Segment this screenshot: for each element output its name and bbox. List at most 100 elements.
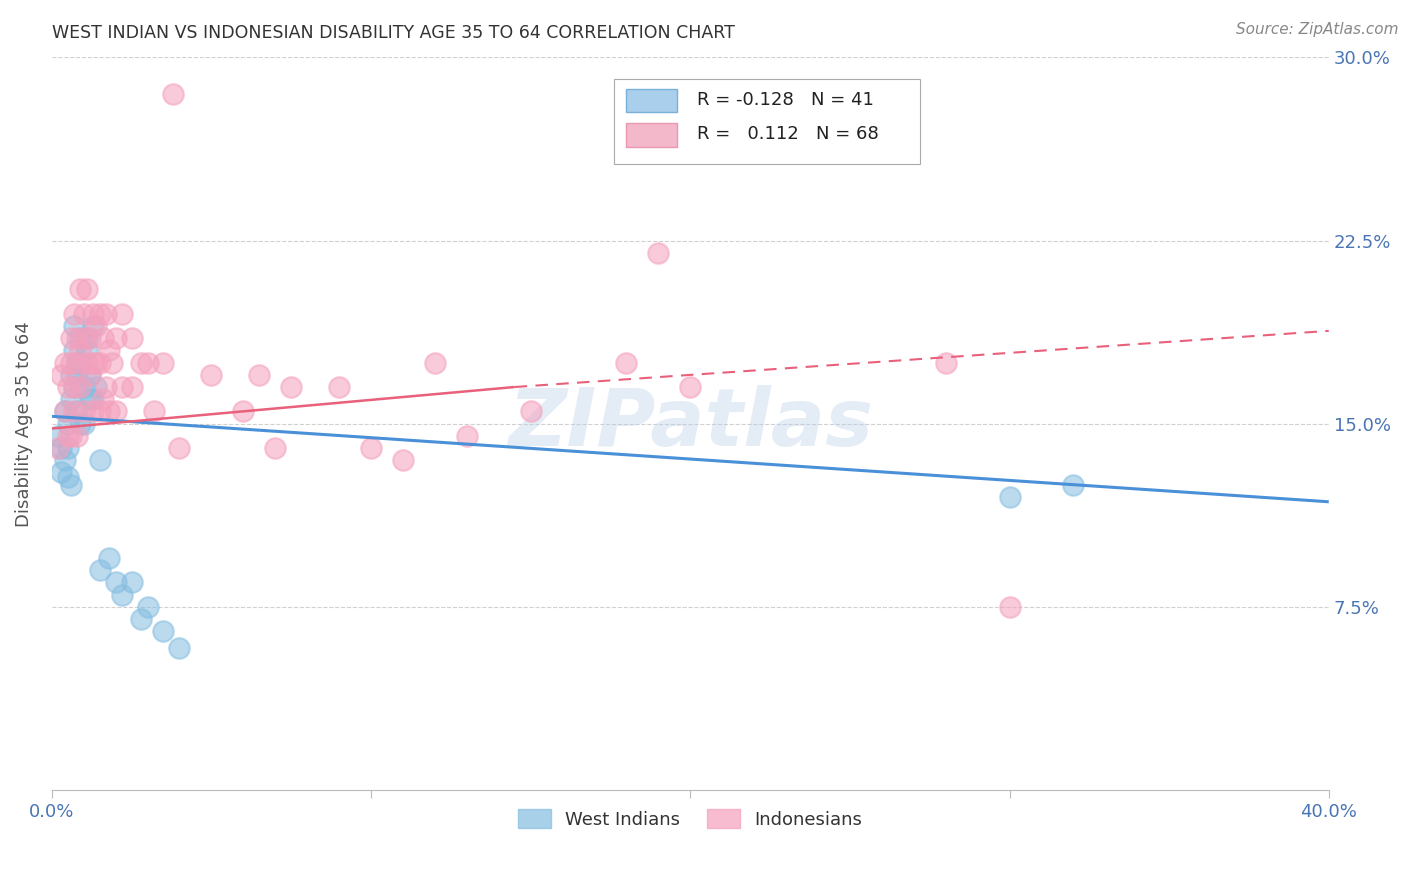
- Point: [162, 87, 184, 101]
- Point: [121, 331, 143, 345]
- Point: [66, 368, 89, 382]
- Point: [104, 404, 127, 418]
- Point: [66, 331, 89, 345]
- Point: [111, 588, 134, 602]
- Point: [73, 417, 96, 431]
- Point: [89, 404, 111, 418]
- Text: WEST INDIAN VS INDONESIAN DISABILITY AGE 35 TO 64 CORRELATION CHART: WEST INDIAN VS INDONESIAN DISABILITY AGE…: [52, 24, 734, 42]
- Text: Source: ZipAtlas.com: Source: ZipAtlas.com: [1236, 22, 1399, 37]
- Point: [89, 563, 111, 577]
- Point: [142, 404, 165, 418]
- Point: [86, 380, 108, 394]
- Point: [46, 429, 69, 443]
- Point: [280, 380, 302, 394]
- Point: [63, 318, 86, 333]
- Point: [59, 429, 82, 443]
- Point: [264, 441, 287, 455]
- Point: [82, 392, 104, 407]
- Point: [79, 392, 101, 407]
- Point: [98, 404, 121, 418]
- Point: [200, 368, 222, 382]
- Point: [86, 355, 108, 369]
- Point: [91, 331, 114, 345]
- Point: [392, 453, 415, 467]
- Point: [169, 641, 191, 656]
- Point: [66, 404, 89, 418]
- Point: [56, 380, 79, 394]
- Point: [89, 453, 111, 467]
- Point: [111, 307, 134, 321]
- Point: [360, 441, 382, 455]
- Point: [66, 355, 89, 369]
- Point: [63, 307, 86, 321]
- Text: R =   0.112   N = 68: R = 0.112 N = 68: [696, 125, 879, 144]
- Point: [53, 355, 76, 369]
- Point: [59, 477, 82, 491]
- Point: [56, 417, 79, 431]
- Point: [679, 380, 702, 394]
- Point: [63, 380, 86, 394]
- Point: [519, 404, 541, 418]
- Point: [53, 404, 76, 418]
- Point: [98, 343, 121, 358]
- Text: R = -0.128   N = 41: R = -0.128 N = 41: [696, 91, 873, 109]
- Point: [76, 343, 98, 358]
- Point: [82, 318, 104, 333]
- Point: [59, 368, 82, 382]
- Point: [647, 245, 669, 260]
- Point: [1062, 477, 1084, 491]
- Point: [79, 368, 101, 382]
- Point: [51, 441, 73, 455]
- Point: [82, 355, 104, 369]
- Point: [89, 355, 111, 369]
- Point: [63, 343, 86, 358]
- Point: [121, 575, 143, 590]
- Point: [53, 453, 76, 467]
- Point: [79, 368, 101, 382]
- Point: [456, 429, 478, 443]
- Point: [998, 599, 1021, 614]
- Legend: West Indians, Indonesians: West Indians, Indonesians: [512, 802, 869, 836]
- Point: [152, 355, 174, 369]
- Point: [79, 331, 101, 345]
- Point: [111, 380, 134, 394]
- Point: [63, 404, 86, 418]
- Point: [136, 599, 159, 614]
- Point: [129, 355, 152, 369]
- Point: [94, 307, 117, 321]
- Point: [104, 575, 127, 590]
- FancyBboxPatch shape: [613, 79, 920, 163]
- Point: [101, 355, 124, 369]
- Point: [104, 331, 127, 345]
- Point: [152, 624, 174, 639]
- Point: [232, 404, 254, 418]
- Point: [328, 380, 350, 394]
- Point: [98, 550, 121, 565]
- Point: [76, 282, 98, 296]
- Point: [51, 368, 73, 382]
- Point: [59, 331, 82, 345]
- Point: [46, 441, 69, 455]
- Point: [69, 355, 91, 369]
- Text: ZIPatlas: ZIPatlas: [508, 384, 873, 463]
- Point: [76, 355, 98, 369]
- Point: [73, 307, 96, 321]
- Point: [136, 355, 159, 369]
- Point: [616, 355, 638, 369]
- Point: [59, 355, 82, 369]
- Point: [69, 282, 91, 296]
- Point: [89, 307, 111, 321]
- Point: [76, 331, 98, 345]
- Point: [66, 355, 89, 369]
- Point: [82, 307, 104, 321]
- Point: [56, 470, 79, 484]
- Point: [69, 417, 91, 431]
- Point: [129, 612, 152, 626]
- Point: [63, 380, 86, 394]
- Point: [53, 404, 76, 418]
- Point: [94, 380, 117, 394]
- Point: [73, 380, 96, 394]
- Point: [423, 355, 446, 369]
- Point: [56, 429, 79, 443]
- Point: [73, 404, 96, 418]
